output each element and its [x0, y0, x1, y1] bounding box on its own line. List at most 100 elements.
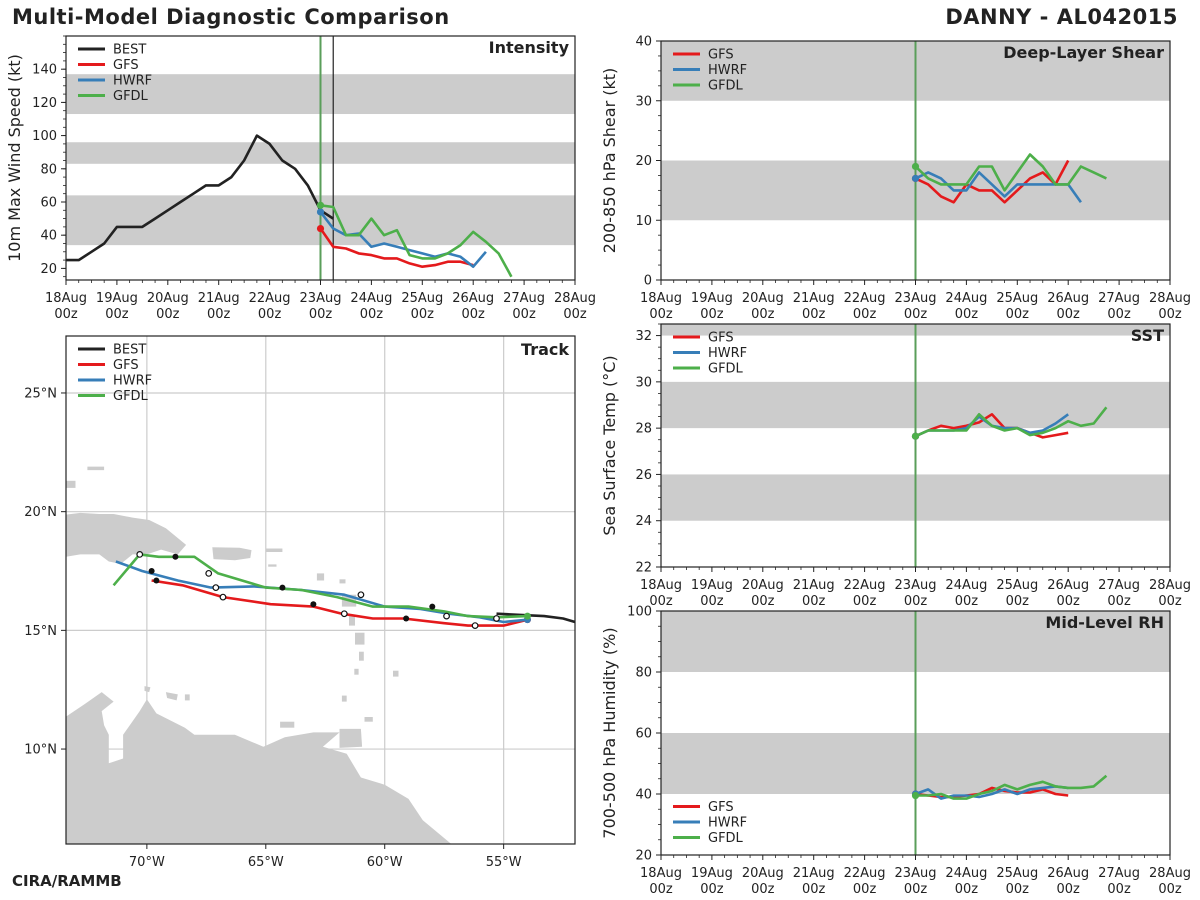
legend-label-hwrf: HWRF — [708, 816, 747, 831]
sst-xtick-label: 18Aug — [640, 578, 682, 593]
sst-init-point-gfdl — [911, 432, 920, 440]
shear-xtick-label: 00z — [751, 307, 775, 322]
shear-title: Deep-Layer Shear — [1003, 43, 1164, 62]
intensity-xtick-label: 00z — [512, 307, 536, 322]
rh-xtick-label: 19Aug — [691, 866, 733, 881]
intensity-ytick-label: 80 — [40, 162, 57, 177]
sst-xtick-label: 20Aug — [742, 578, 784, 593]
shear-xtick-label: 26Aug — [1047, 291, 1089, 306]
shear-xtick-label: 27Aug — [1098, 291, 1140, 306]
shear-ytick-label: 0 — [644, 274, 652, 289]
track-marker-open — [212, 584, 220, 592]
shear-series-gfs — [914, 159, 1070, 204]
track-marker-open — [493, 615, 500, 622]
track-marker-open — [205, 569, 213, 577]
shear-ytick-label: 20 — [635, 154, 652, 169]
rh-xtick-label: 23Aug — [895, 866, 937, 881]
intensity-xtick-label: 22Aug — [249, 291, 291, 306]
rh-xtick-label: 00z — [904, 882, 928, 897]
rh-xtick-label: 28Aug — [1149, 866, 1191, 881]
shear-xtick-label: 00z — [853, 307, 877, 322]
legend-label-gfs: GFS — [113, 58, 139, 73]
rh-xtick-label: 00z — [802, 882, 826, 897]
legend-label-hwrf: HWRF — [708, 63, 747, 78]
legend-label-gfdl: GFDL — [708, 362, 744, 377]
intensity-xtick-label: 23Aug — [300, 291, 342, 306]
rh-xtick-label: 00z — [1158, 882, 1182, 897]
rh-xtick-label: 20Aug — [742, 866, 784, 881]
track-marker-filled — [279, 584, 286, 591]
track-ytick-label: 15°N — [24, 624, 57, 639]
land-virgin-islands — [265, 548, 283, 552]
intensity-panel: 18Aug00z19Aug00z20Aug00z21Aug00z22Aug00z… — [5, 35, 596, 322]
sst-xtick-label: 00z — [1006, 594, 1030, 609]
legend-label-hwrf: HWRF — [113, 374, 152, 389]
sst-ytick-label: 28 — [635, 422, 652, 437]
track-marker-filled — [310, 601, 317, 608]
intensity-xtick-label: 25Aug — [401, 291, 443, 306]
shear-xtick-label: 25Aug — [996, 291, 1038, 306]
rh-xtick-label: 00z — [955, 882, 979, 897]
rh-ytick-label: 80 — [635, 666, 652, 681]
land-south-america — [66, 692, 504, 844]
shear-xtick-label: 21Aug — [793, 291, 835, 306]
sst-xtick-label: 00z — [700, 594, 724, 609]
intensity-series-gfs — [319, 227, 474, 268]
shear-init-point-gfdl — [911, 162, 920, 171]
shear-ytick-label: 40 — [635, 35, 652, 50]
shear-ytick-label: 30 — [635, 94, 652, 109]
track-xtick-label: 60°W — [367, 855, 403, 870]
intensity-xtick-label: 00z — [105, 307, 129, 322]
sst-xtick-label: 25Aug — [996, 578, 1038, 593]
sst-xtick-label: 23Aug — [895, 578, 937, 593]
rh-xtick-label: 22Aug — [844, 866, 886, 881]
land-bonaire — [184, 694, 190, 701]
intensity-xtick-label: 20Aug — [147, 291, 189, 306]
legend-label-gfdl: GFDL — [113, 89, 149, 104]
track-series-gfdl — [112, 553, 528, 619]
intensity-xtick-label: 00z — [54, 307, 78, 322]
sst-series-gfs — [914, 413, 1069, 439]
legend-label-gfdl: GFDL — [113, 389, 149, 404]
intensity-xtick-label: 00z — [563, 307, 587, 322]
intensity-xtick-label: 00z — [411, 307, 435, 322]
track-marker-open — [357, 591, 365, 599]
sst-series-gfdl — [914, 406, 1108, 438]
sst-xtick-label: 21Aug — [793, 578, 835, 593]
sst-panel: 18Aug00z19Aug00z20Aug00z21Aug00z22Aug00z… — [600, 323, 1191, 609]
track-series-best — [496, 612, 575, 624]
intensity-init-point-gfdl — [316, 201, 325, 209]
shear-ylabel: 200-850 hPa Shear (kt) — [600, 68, 619, 254]
land-curacao — [165, 692, 178, 701]
shear-ytick-label: 10 — [635, 214, 652, 229]
land-antigua — [339, 579, 346, 584]
track-panel: 70°W 65°W 60°W 55°W 25°N 20°N 15°N 10°N Track BES… — [24, 335, 576, 870]
rh-xtick-label: 00z — [751, 882, 775, 897]
track-ytick-label: 20°N — [24, 505, 57, 520]
rh-panel: 18Aug00z19Aug00z20Aug00z21Aug00z22Aug00z… — [600, 605, 1191, 898]
sst-ytick-label: 30 — [635, 375, 652, 390]
sst-xtick-label: 00z — [1158, 594, 1182, 609]
rh-series-gfdl — [915, 774, 1108, 800]
sst-ytick-label: 26 — [635, 468, 652, 483]
shear-xtick-label: 24Aug — [945, 291, 987, 306]
intensity-xtick-label: 00z — [207, 307, 231, 322]
track-marker-open — [443, 612, 450, 620]
legend-label-gfs: GFS — [708, 48, 734, 63]
sst-xtick-label: 00z — [904, 594, 928, 609]
land-turks-caicos — [87, 466, 105, 471]
shear-series-hwrf — [914, 171, 1082, 204]
intensity-xtick-label: 00z — [462, 307, 486, 322]
intensity-ytick-label: 140 — [32, 63, 57, 78]
land-tobago — [364, 717, 373, 722]
intensity-ytick-label: 100 — [32, 129, 57, 144]
rh-ytick-label: 20 — [635, 849, 652, 864]
intensity-xtick-label: 24Aug — [350, 291, 392, 306]
sst-title: SST — [1131, 326, 1164, 345]
land-margarita — [280, 721, 295, 728]
credit-label: CIRA/RAMMB — [12, 872, 122, 890]
land-st-kitts — [316, 573, 325, 581]
sst-xtick-label: 00z — [649, 594, 673, 609]
land-trinidad — [339, 728, 363, 748]
rh-xtick-label: 24Aug — [945, 866, 987, 881]
